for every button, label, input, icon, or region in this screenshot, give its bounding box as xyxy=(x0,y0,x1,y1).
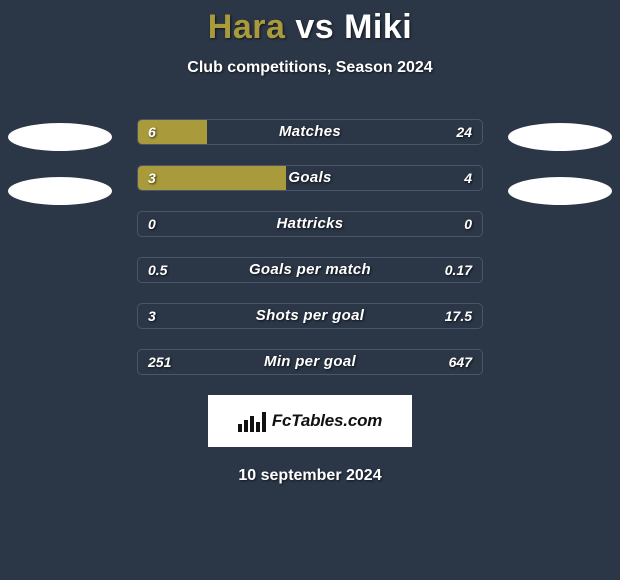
stat-label: Min per goal xyxy=(138,350,482,374)
comparison-title: Hara vs Miki xyxy=(0,0,620,47)
stat-row: 6Matches24 xyxy=(137,119,483,145)
stat-label: Hattricks xyxy=(138,212,482,236)
stat-right-value: 0.17 xyxy=(445,258,472,282)
player1-name: Hara xyxy=(208,8,286,46)
subtitle: Club competitions, Season 2024 xyxy=(0,59,620,77)
stat-right-value: 0 xyxy=(464,212,472,236)
logo-badge: FcTables.com xyxy=(208,395,412,447)
stats-container: 6Matches24 3Goals4 0Hattricks0 0.5Goals per… xyxy=(137,119,483,375)
side-ellipse xyxy=(508,123,612,151)
logo-text: FcTables.com xyxy=(272,411,382,431)
stat-row: 0.5Goals per match0.17 xyxy=(137,257,483,283)
stat-label: Goals per match xyxy=(138,258,482,282)
stat-label: Shots per goal xyxy=(138,304,482,328)
stat-row: 3Goals4 xyxy=(137,165,483,191)
stat-label: Matches xyxy=(138,120,482,144)
stat-row: 3Shots per goal17.5 xyxy=(137,303,483,329)
stat-right-value: 24 xyxy=(456,120,472,144)
date: 10 september 2024 xyxy=(0,467,620,485)
stat-row: 0Hattricks0 xyxy=(137,211,483,237)
stat-right-value: 647 xyxy=(449,350,472,374)
side-ellipse xyxy=(508,177,612,205)
stat-right-value: 17.5 xyxy=(445,304,472,328)
player2-name: Miki xyxy=(344,8,412,46)
side-ellipse xyxy=(8,123,112,151)
stat-label: Goals xyxy=(138,166,482,190)
vs-text: vs xyxy=(295,8,334,46)
barchart-icon xyxy=(238,410,266,432)
side-ellipse xyxy=(8,177,112,205)
stat-row: 251Min per goal647 xyxy=(137,349,483,375)
stat-right-value: 4 xyxy=(464,166,472,190)
